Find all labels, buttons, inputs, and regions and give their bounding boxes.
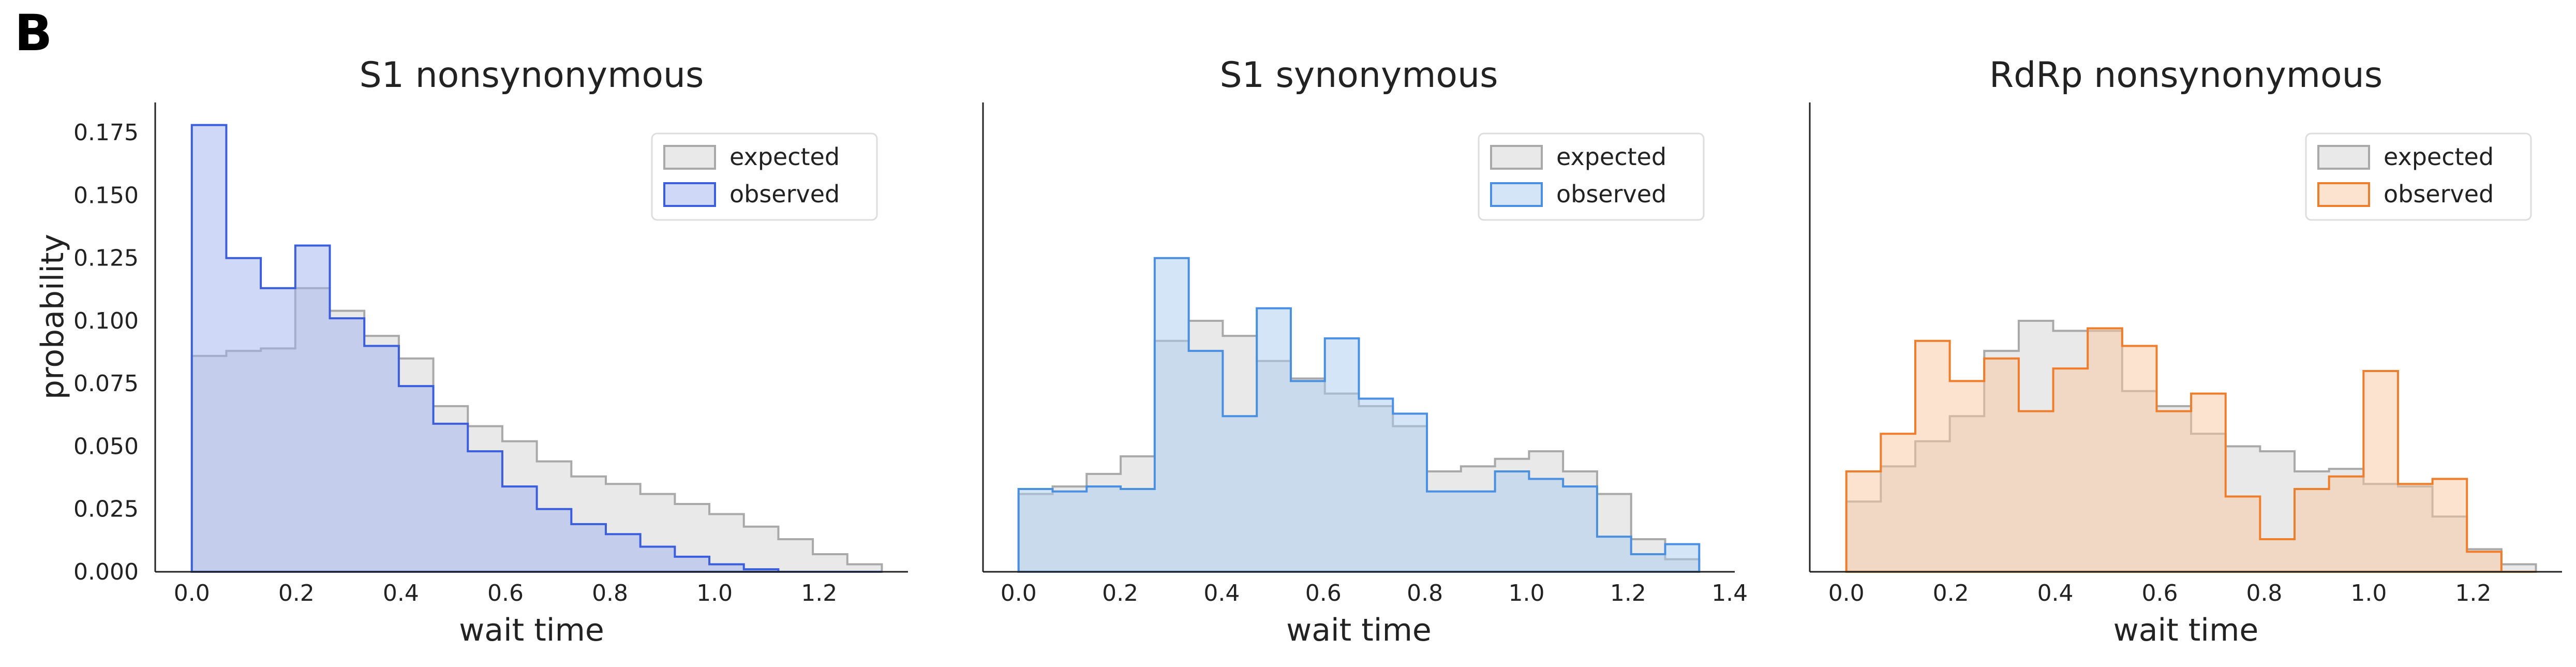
legend-label-observed: observed bbox=[1556, 180, 1666, 208]
x-axis-label: wait time bbox=[2113, 612, 2259, 648]
chart-panel-1: 0.0 0.2 0.4 0.6 0.8 1.0 1.2 0.000 0.025 0.050 0.07… bbox=[73, 55, 908, 648]
x-tick-label: 0.0 bbox=[1001, 580, 1037, 606]
chart-title: S1 synonymous bbox=[1219, 55, 1498, 96]
chart-panel-2: 0.0 0.2 0.4 0.6 0.8 1.0 1.2 1.4 S1 synonymous wai… bbox=[982, 55, 1748, 648]
legend: expected observed bbox=[2305, 132, 2532, 221]
x-tick-label: 0.6 bbox=[487, 580, 524, 606]
x-tick-label: 1.0 bbox=[696, 580, 733, 606]
y-tick-label: 0.050 bbox=[73, 433, 139, 460]
legend-swatch-observed bbox=[2317, 182, 2370, 207]
x-tick-label: 0.4 bbox=[383, 580, 419, 606]
x-tick-label: 0.0 bbox=[174, 580, 210, 606]
legend-swatch-expected bbox=[2317, 145, 2370, 170]
y-tick-label: 0.150 bbox=[73, 182, 139, 209]
x-tick-label: 0.4 bbox=[1203, 580, 1240, 606]
legend-swatch-observed bbox=[663, 182, 716, 207]
x-tick-label: 0.6 bbox=[1305, 580, 1342, 606]
legend: expected observed bbox=[651, 132, 878, 221]
chart-title: S1 nonsynonymous bbox=[360, 55, 704, 96]
y-tick-label: 0.075 bbox=[73, 370, 139, 397]
x-tick-label: 1.4 bbox=[1711, 580, 1748, 606]
x-tick-label: 0.8 bbox=[2246, 580, 2282, 606]
x-tick-label: 1.2 bbox=[801, 580, 837, 606]
x-tick-label: 0.6 bbox=[2142, 580, 2178, 606]
x-tick-label: 0.2 bbox=[278, 580, 315, 606]
x-tick-label: 0.8 bbox=[1407, 580, 1443, 606]
x-tick-label: 1.0 bbox=[2350, 580, 2387, 606]
legend-swatch-expected bbox=[1490, 145, 1543, 170]
y-tick-label: 0.175 bbox=[73, 120, 139, 146]
y-tick-label: 0.000 bbox=[73, 559, 139, 585]
histogram-observed bbox=[1017, 257, 1701, 573]
legend-swatch-observed bbox=[1490, 182, 1543, 207]
panel-letter: B bbox=[14, 4, 53, 62]
x-tick-label: 0.8 bbox=[592, 580, 628, 606]
legend: expected observed bbox=[1478, 132, 1705, 221]
legend-label-expected: expected bbox=[729, 143, 840, 171]
x-tick-label: 0.2 bbox=[1933, 580, 1969, 606]
histogram-observed bbox=[1845, 327, 2536, 573]
y-axis-label: probability bbox=[35, 234, 71, 399]
x-tick-label: 0.0 bbox=[1828, 580, 1865, 606]
y-tick-label: 0.125 bbox=[73, 245, 139, 272]
legend-swatch-expected bbox=[663, 145, 716, 170]
chart-title: RdRp nonsynonymous bbox=[1989, 55, 2383, 96]
x-tick-label: 1.2 bbox=[1610, 580, 1646, 606]
legend-label-expected: expected bbox=[2384, 143, 2494, 171]
x-tick-label: 1.2 bbox=[2455, 580, 2491, 606]
y-tick-label: 0.100 bbox=[73, 308, 139, 334]
x-axis-label: wait time bbox=[459, 612, 604, 648]
legend-label-observed: observed bbox=[729, 180, 840, 208]
x-tick-label: 0.2 bbox=[1102, 580, 1138, 606]
y-tick-label: 0.025 bbox=[73, 496, 139, 523]
legend-label-expected: expected bbox=[1556, 143, 1666, 171]
legend-label-observed: observed bbox=[2384, 180, 2494, 208]
x-axis-label: wait time bbox=[1286, 612, 1432, 648]
histogram-observed bbox=[190, 124, 882, 573]
x-tick-label: 1.0 bbox=[1508, 580, 1544, 606]
chart-panel-3: 0.0 0.2 0.4 0.6 0.8 1.0 1.2 RdRp nonsynonymous w… bbox=[1809, 55, 2562, 648]
x-tick-label: 0.4 bbox=[2037, 580, 2074, 606]
